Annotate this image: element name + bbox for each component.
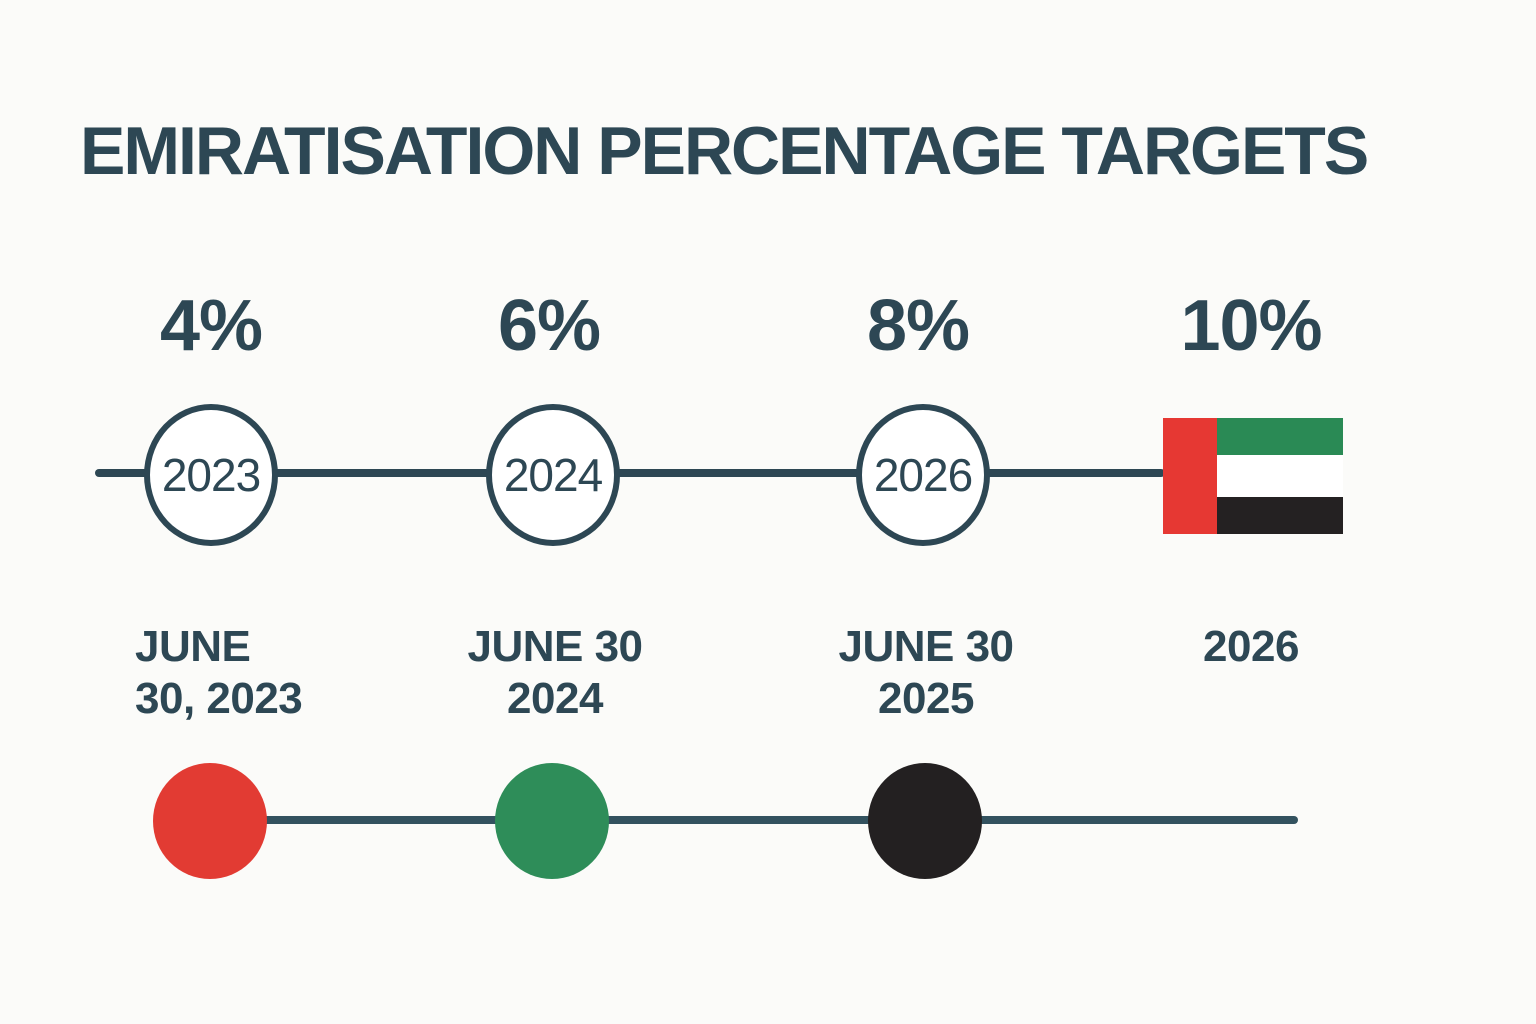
year-label: 2023 xyxy=(161,449,261,501)
flag-green-stripe xyxy=(1217,418,1343,455)
year-circle-2026: 2026 xyxy=(856,404,990,546)
date-line: 30, 2023 xyxy=(135,674,303,723)
milestone-dot-green xyxy=(495,763,609,879)
date-line: 2026 xyxy=(1203,622,1299,671)
date-line: 2024 xyxy=(507,674,603,723)
date-line: JUNE xyxy=(135,622,251,671)
flag-stripes xyxy=(1217,418,1343,534)
date-line: JUNE 30 xyxy=(467,622,643,671)
flag-white-stripe xyxy=(1217,455,1343,497)
percent-label-10: 10% xyxy=(1180,286,1322,366)
year-circle-2024: 2024 xyxy=(486,404,620,546)
year-label: 2024 xyxy=(503,449,603,501)
date-label-june-30-2023: JUNE 30, 2023 xyxy=(135,621,375,725)
year-label: 2026 xyxy=(873,449,973,501)
percent-label-4: 4% xyxy=(159,286,263,366)
percent-label-8: 8% xyxy=(866,286,970,366)
timeline-bottom-line xyxy=(210,816,1298,824)
date-line: JUNE 30 xyxy=(838,622,1014,671)
milestone-dot-red xyxy=(153,763,267,879)
page-title: EMIRATISATION PERCENTAGE TARGETS xyxy=(80,113,1369,189)
percent-label-6: 6% xyxy=(497,286,601,366)
date-label-2026: 2026 xyxy=(1131,621,1371,673)
timeline-top-line xyxy=(95,469,1165,477)
uae-flag xyxy=(1163,418,1343,534)
year-circle-2023: 2023 xyxy=(144,404,278,546)
date-label-june-30-2024: JUNE 30 2024 xyxy=(435,621,675,725)
date-line: 2025 xyxy=(878,674,974,723)
milestone-dot-black xyxy=(868,763,982,879)
flag-red-bar xyxy=(1163,418,1217,534)
flag-black-stripe xyxy=(1217,497,1343,534)
date-label-june-30-2025: JUNE 30 2025 xyxy=(806,621,1046,725)
